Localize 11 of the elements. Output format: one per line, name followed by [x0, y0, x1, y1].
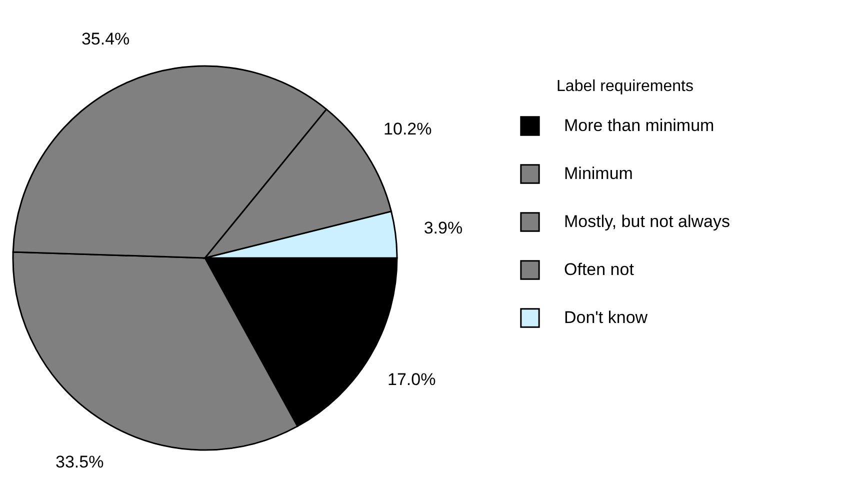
data-label: 10.2%: [384, 119, 432, 138]
legend-label: Don't know: [564, 308, 648, 327]
data-label: 33.5%: [56, 452, 104, 472]
legend-label: More than minimum: [564, 116, 714, 135]
data-label: 3.9%: [424, 218, 463, 238]
data-label: 17.0%: [387, 370, 436, 390]
legend-label: Mostly, but not always: [564, 212, 730, 231]
legend-title: Label requirements: [556, 78, 694, 95]
legend-label: Minimum: [564, 164, 633, 183]
legend-label: Often not: [564, 260, 634, 279]
data-label: 35.4%: [81, 30, 130, 49]
